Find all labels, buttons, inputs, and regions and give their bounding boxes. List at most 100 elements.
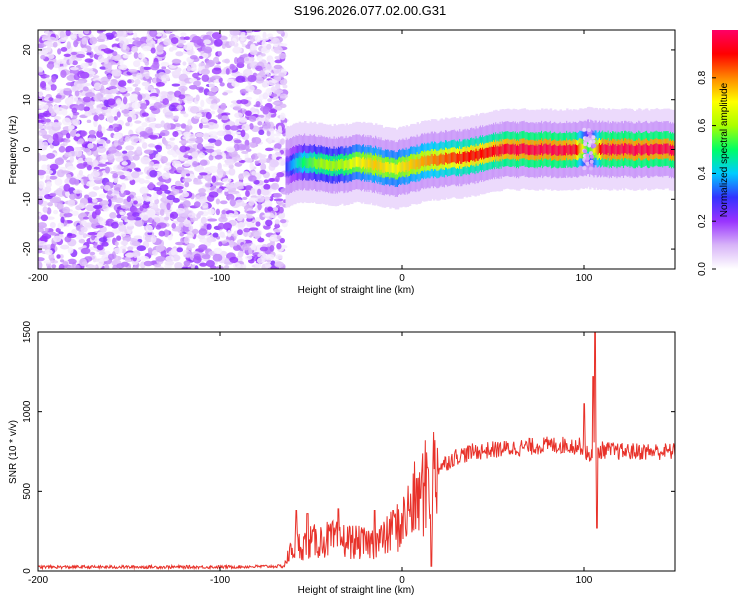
noise-speck [131, 241, 141, 247]
noise-speck [279, 79, 287, 85]
noise-speck [192, 72, 199, 79]
noise-speck [154, 73, 160, 78]
noise-speck [38, 66, 44, 74]
noise-speck [214, 139, 222, 147]
noise-speck [80, 130, 87, 137]
noise-speck [257, 121, 263, 126]
noise-speck [241, 43, 247, 48]
noise-speck [242, 53, 249, 58]
noise-speck [221, 152, 227, 161]
noise-speck [185, 173, 191, 177]
noise-speck [64, 178, 71, 185]
noise-speck [125, 122, 130, 127]
noise-speck [65, 132, 71, 139]
noise-speck [73, 146, 82, 151]
noise-speck [46, 216, 55, 220]
noise-speck [183, 236, 190, 244]
noise-speck [103, 99, 109, 107]
noise-speck [92, 159, 99, 166]
noise-speck [48, 253, 55, 262]
noise-speck [107, 253, 115, 261]
noise-speck [131, 114, 137, 121]
noise-speck [183, 113, 189, 118]
noise-speck [115, 98, 122, 105]
noise-speck [248, 175, 257, 182]
noise-speck [183, 36, 191, 41]
ridge-speck [591, 135, 596, 140]
noise-speck [121, 247, 126, 254]
noise-speck [61, 117, 72, 126]
noise-speck [139, 65, 145, 74]
noise-speck [38, 241, 47, 246]
noise-speck [63, 87, 72, 91]
noise-speck [220, 212, 227, 220]
noise-speck [239, 144, 250, 150]
noise-speck [271, 182, 280, 190]
noise-speck [207, 218, 218, 222]
noise-speck [46, 152, 56, 159]
noise-speck [68, 125, 75, 130]
noise-speck [178, 94, 186, 100]
noise-speck [72, 118, 81, 126]
noise-speck [101, 106, 109, 110]
noise-speck [101, 241, 109, 247]
noise-speck [65, 30, 71, 37]
noise-speck [167, 91, 174, 95]
noise-speck [139, 255, 150, 261]
noise-speck [261, 40, 267, 48]
noise-speck [144, 73, 150, 80]
noise-speck [45, 74, 50, 78]
noise-speck [237, 133, 242, 140]
noise-speck [214, 182, 224, 186]
noise-speck [273, 198, 284, 202]
noise-speck [100, 80, 109, 86]
noise-speck [184, 95, 194, 102]
noise-speck [131, 101, 141, 110]
noise-speck [38, 195, 44, 200]
noise-speck [279, 237, 285, 244]
noise-speck [254, 34, 262, 43]
noise-speck [96, 38, 105, 43]
noise-speck [38, 233, 41, 239]
noise-speck [233, 105, 242, 111]
noise-speck [46, 44, 52, 53]
noise-speck [83, 30, 90, 35]
noise-speck [53, 98, 62, 103]
noise-speck [129, 179, 136, 186]
noise-speck [160, 156, 169, 164]
noise-speck [192, 160, 198, 168]
noise-speck [222, 92, 228, 96]
noise-speck [40, 54, 46, 60]
noise-speck [60, 216, 65, 224]
noise-speck [134, 120, 142, 124]
noise-speck [121, 109, 130, 114]
noise-speck [89, 216, 99, 224]
noise-speck [191, 151, 199, 158]
noise-speck [150, 47, 156, 54]
noise-speck [274, 148, 280, 152]
noise-speck [156, 181, 164, 186]
noise-speck [268, 178, 275, 183]
noise-speck [178, 140, 189, 144]
noise-speck [149, 116, 155, 123]
noise-speck [247, 74, 257, 83]
noise-speck [227, 196, 235, 200]
noise-speck [133, 235, 143, 240]
noise-speck [264, 80, 270, 88]
noise-speck [181, 266, 188, 269]
noise-speck [198, 55, 204, 60]
noise-speck [241, 31, 246, 36]
noise-speck [200, 99, 205, 108]
noise-speck [64, 139, 71, 143]
noise-speck [282, 84, 288, 89]
spectrogram-y-label: Frequency (Hz) [8, 116, 19, 185]
colorbar-tick-label: 0.6 [697, 118, 708, 132]
snr-x-tick-label: -200 [28, 575, 48, 586]
noise-speck [120, 186, 125, 194]
noise-speck [40, 80, 47, 88]
noise-speck [257, 188, 262, 196]
spectrogram-x-axis: -200 -100 0 100 [28, 30, 593, 284]
noise-speck [268, 108, 278, 114]
noise-speck [127, 79, 132, 84]
noise-speck [46, 36, 57, 42]
